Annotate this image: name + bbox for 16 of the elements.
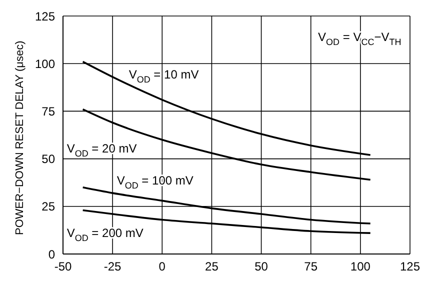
y-axis-title: POWER−DOWN RESET DELAY (μsec) [14, 40, 26, 235]
y-tick-label: 100 [34, 56, 56, 71]
y-tick-label: 0 [48, 247, 56, 262]
x-tick-label: -25 [104, 260, 122, 274]
y-tick-label: 125 [34, 9, 56, 24]
y-tick-label: 50 [42, 152, 56, 166]
x-tick-label: 100 [350, 260, 371, 274]
x-tick-label: 25 [205, 260, 219, 274]
x-tick-label: 75 [304, 260, 318, 274]
x-tick-label: 0 [158, 260, 166, 274]
x-tick-label: -50 [54, 260, 72, 274]
y-tick-label: 75 [42, 104, 56, 118]
x-tick-label: 125 [400, 260, 420, 274]
x-tick-label: 50 [254, 260, 268, 274]
series-label: V$_{OD}$ = 10 mV [128, 68, 199, 86]
y-tick-label: 25 [42, 200, 56, 214]
